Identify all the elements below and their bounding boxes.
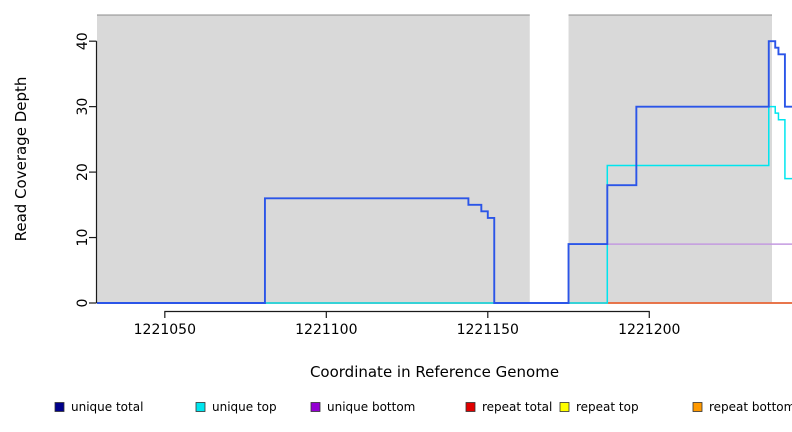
- legend-swatch: [310, 402, 321, 412]
- x-axis-title: Coordinate in Reference Genome: [310, 363, 559, 381]
- plot-panel: [97, 14, 772, 303]
- legend-label-repeat-bottom: repeat bottom: [709, 400, 792, 414]
- y-tick-label: 10: [75, 229, 91, 247]
- series-line-unique-total: [97, 40, 792, 304]
- x-tick-label: 1221100: [295, 322, 357, 338]
- legend-swatch: [54, 402, 65, 412]
- x-tick-label: 1221050: [134, 322, 196, 338]
- y-axis-title: Read Coverage Depth: [12, 77, 30, 242]
- y-tick-label: 40: [75, 32, 91, 50]
- legend-swatch: [465, 402, 476, 412]
- legend-label-unique-bottom: unique bottom: [327, 400, 415, 414]
- x-tick-label: 1221150: [457, 322, 519, 338]
- y-tick-label: 20: [75, 163, 91, 181]
- panel-segment: [568, 15, 772, 303]
- axes-group: [89, 40, 650, 318]
- legend-swatch: [692, 402, 703, 412]
- axis-labels-group: 0 10 20 30 40 1221050 1221100 1221150 1221200 Coo…: [12, 32, 680, 381]
- chart-legend: unique total unique top unique bottom repea…: [54, 400, 792, 414]
- legend-label-repeat-top: repeat top: [576, 400, 639, 414]
- series-line-unique-top: [97, 105, 792, 304]
- legend-swatch: [195, 402, 206, 412]
- y-tick-label: 30: [75, 98, 91, 116]
- legend-label-unique-top: unique top: [212, 400, 277, 414]
- legend-label-repeat-total: repeat total: [482, 400, 552, 414]
- y-tick-label: 0: [75, 299, 91, 308]
- legend-label-unique-total: unique total: [71, 400, 143, 414]
- series-group: [97, 40, 792, 304]
- x-tick-label: 1221200: [618, 322, 680, 338]
- panel-segment: [97, 15, 530, 303]
- legend-swatch: [559, 402, 570, 412]
